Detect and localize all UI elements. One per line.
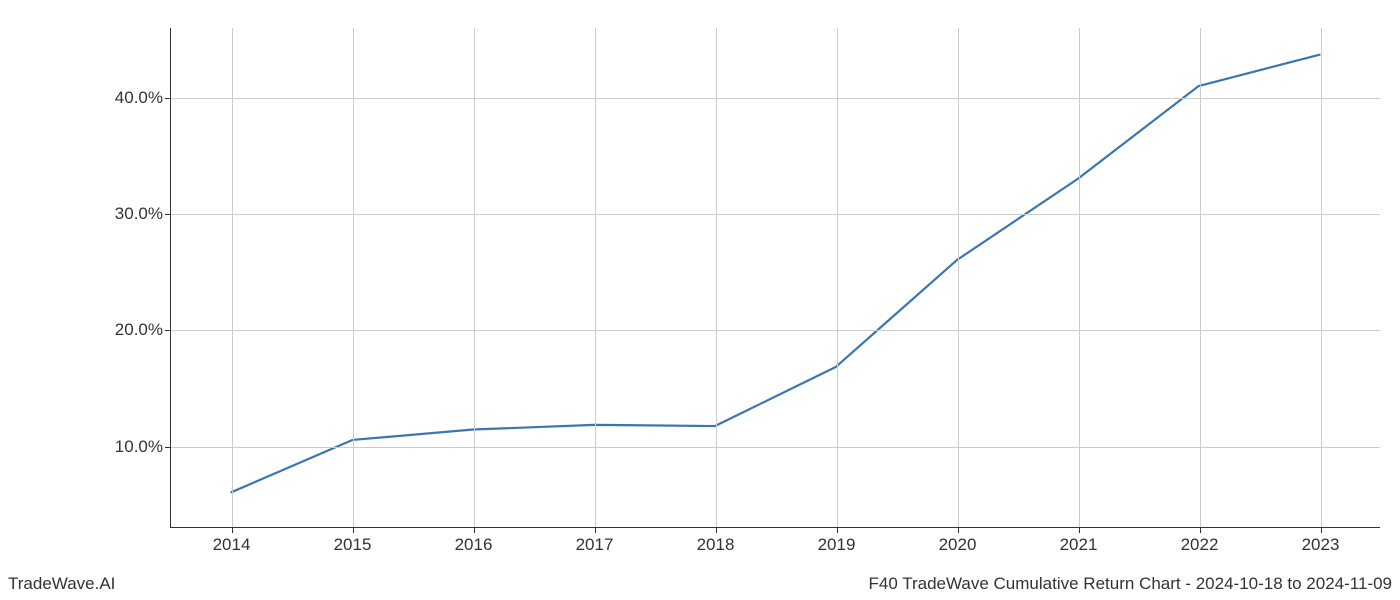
footer-brand: TradeWave.AI [8, 574, 115, 594]
xtick-label: 2023 [1302, 527, 1340, 555]
gridline-vertical [353, 28, 354, 527]
xtick-label: 2018 [697, 527, 735, 555]
gridline-vertical [1200, 28, 1201, 527]
gridline-vertical [1321, 28, 1322, 527]
xtick-label: 2016 [455, 527, 493, 555]
gridline-vertical [958, 28, 959, 527]
line-series [231, 55, 1319, 492]
gridline-vertical [716, 28, 717, 527]
xtick-label: 2014 [213, 527, 251, 555]
gridline-vertical [837, 28, 838, 527]
xtick-label: 2015 [334, 527, 372, 555]
gridline-vertical [232, 28, 233, 527]
ytick-label: 30.0% [115, 204, 171, 224]
xtick-label: 2020 [939, 527, 977, 555]
xtick-label: 2019 [818, 527, 856, 555]
xtick-label: 2017 [576, 527, 614, 555]
xtick-label: 2021 [1060, 527, 1098, 555]
gridline-vertical [1079, 28, 1080, 527]
ytick-label: 10.0% [115, 437, 171, 457]
plot-area: 10.0%20.0%30.0%40.0%20142015201620172018… [170, 28, 1380, 528]
ytick-label: 40.0% [115, 88, 171, 108]
chart-container: 10.0% 20.0% 30.0% 40.0% 2014 2015 2016 2017 2018… [0, 0, 1400, 600]
ytick-label: 20.0% [115, 320, 171, 340]
xtick-label: 2022 [1181, 527, 1219, 555]
gridline-vertical [595, 28, 596, 527]
footer-caption: F40 TradeWave Cumulative Return Chart - … [869, 574, 1393, 594]
gridline-vertical [474, 28, 475, 527]
